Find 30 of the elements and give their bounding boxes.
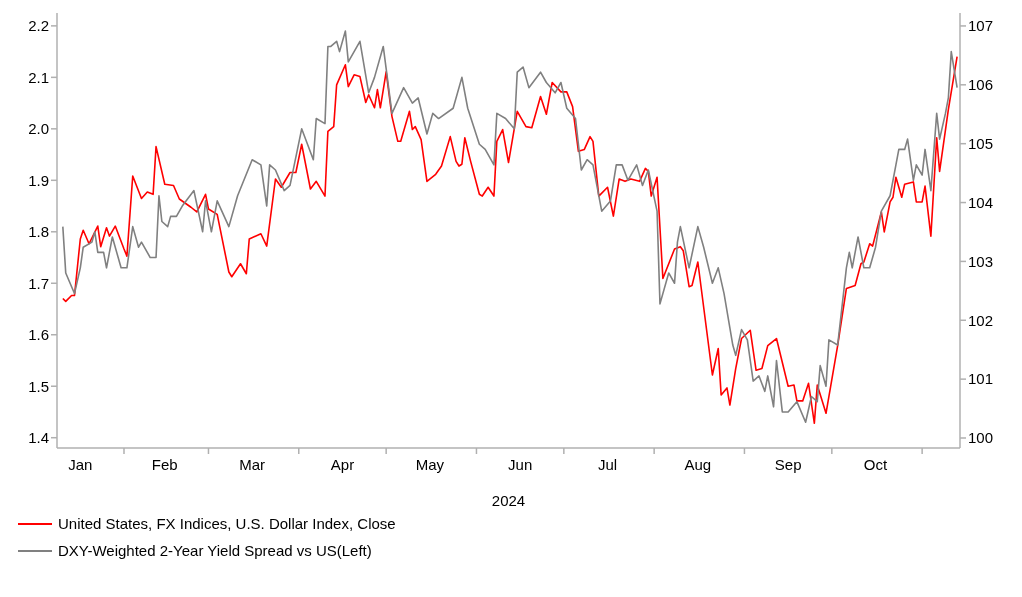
y-tick-label: 1.9 xyxy=(28,171,49,189)
x-tick-label: Apr xyxy=(330,456,355,473)
y2-tick-label: 107 xyxy=(968,17,994,35)
y-tick-label: 1.5 xyxy=(28,377,49,395)
y2-tick-label: 101 xyxy=(968,370,994,388)
x-tick-label: Oct xyxy=(863,456,889,473)
y2-tick-label: 102 xyxy=(968,311,994,329)
y2-tick-label: 100 xyxy=(968,429,994,447)
legend-label: United States, FX Indices, U.S. Dollar Index, Close xyxy=(58,515,396,532)
y2-tick-label: 106 xyxy=(968,76,994,94)
x-tick-label: Sep xyxy=(774,456,802,473)
y-tick-label: 2.1 xyxy=(28,68,49,86)
x-tick-label: May xyxy=(415,456,445,473)
y2-tick-label: 103 xyxy=(968,252,994,270)
x-tick-label: Aug xyxy=(684,456,712,473)
legend-label: DXY-Weighted 2-Year Yield Spread vs US(Left) xyxy=(58,542,372,559)
x-tick-label: Jul xyxy=(597,456,618,473)
x-tick-label: Jun xyxy=(508,456,533,473)
y2-tick-label: 105 xyxy=(968,135,994,152)
y-tick-label: 1.7 xyxy=(28,274,49,292)
y-tick-label: 1.8 xyxy=(28,223,49,241)
y-tick-label: 2.0 xyxy=(28,120,49,138)
y-tick-label: 2.2 xyxy=(28,17,49,35)
y2-tick-label: 104 xyxy=(968,193,994,211)
x-tick-label: Feb xyxy=(151,456,178,473)
y-tick-label: 1.6 xyxy=(28,326,49,344)
y-tick-label: 1.4 xyxy=(28,429,49,447)
x-tick-label: Mar xyxy=(239,456,266,473)
x-tick-label: Jan xyxy=(68,456,93,473)
x-axis-title: 2024 xyxy=(491,492,526,509)
